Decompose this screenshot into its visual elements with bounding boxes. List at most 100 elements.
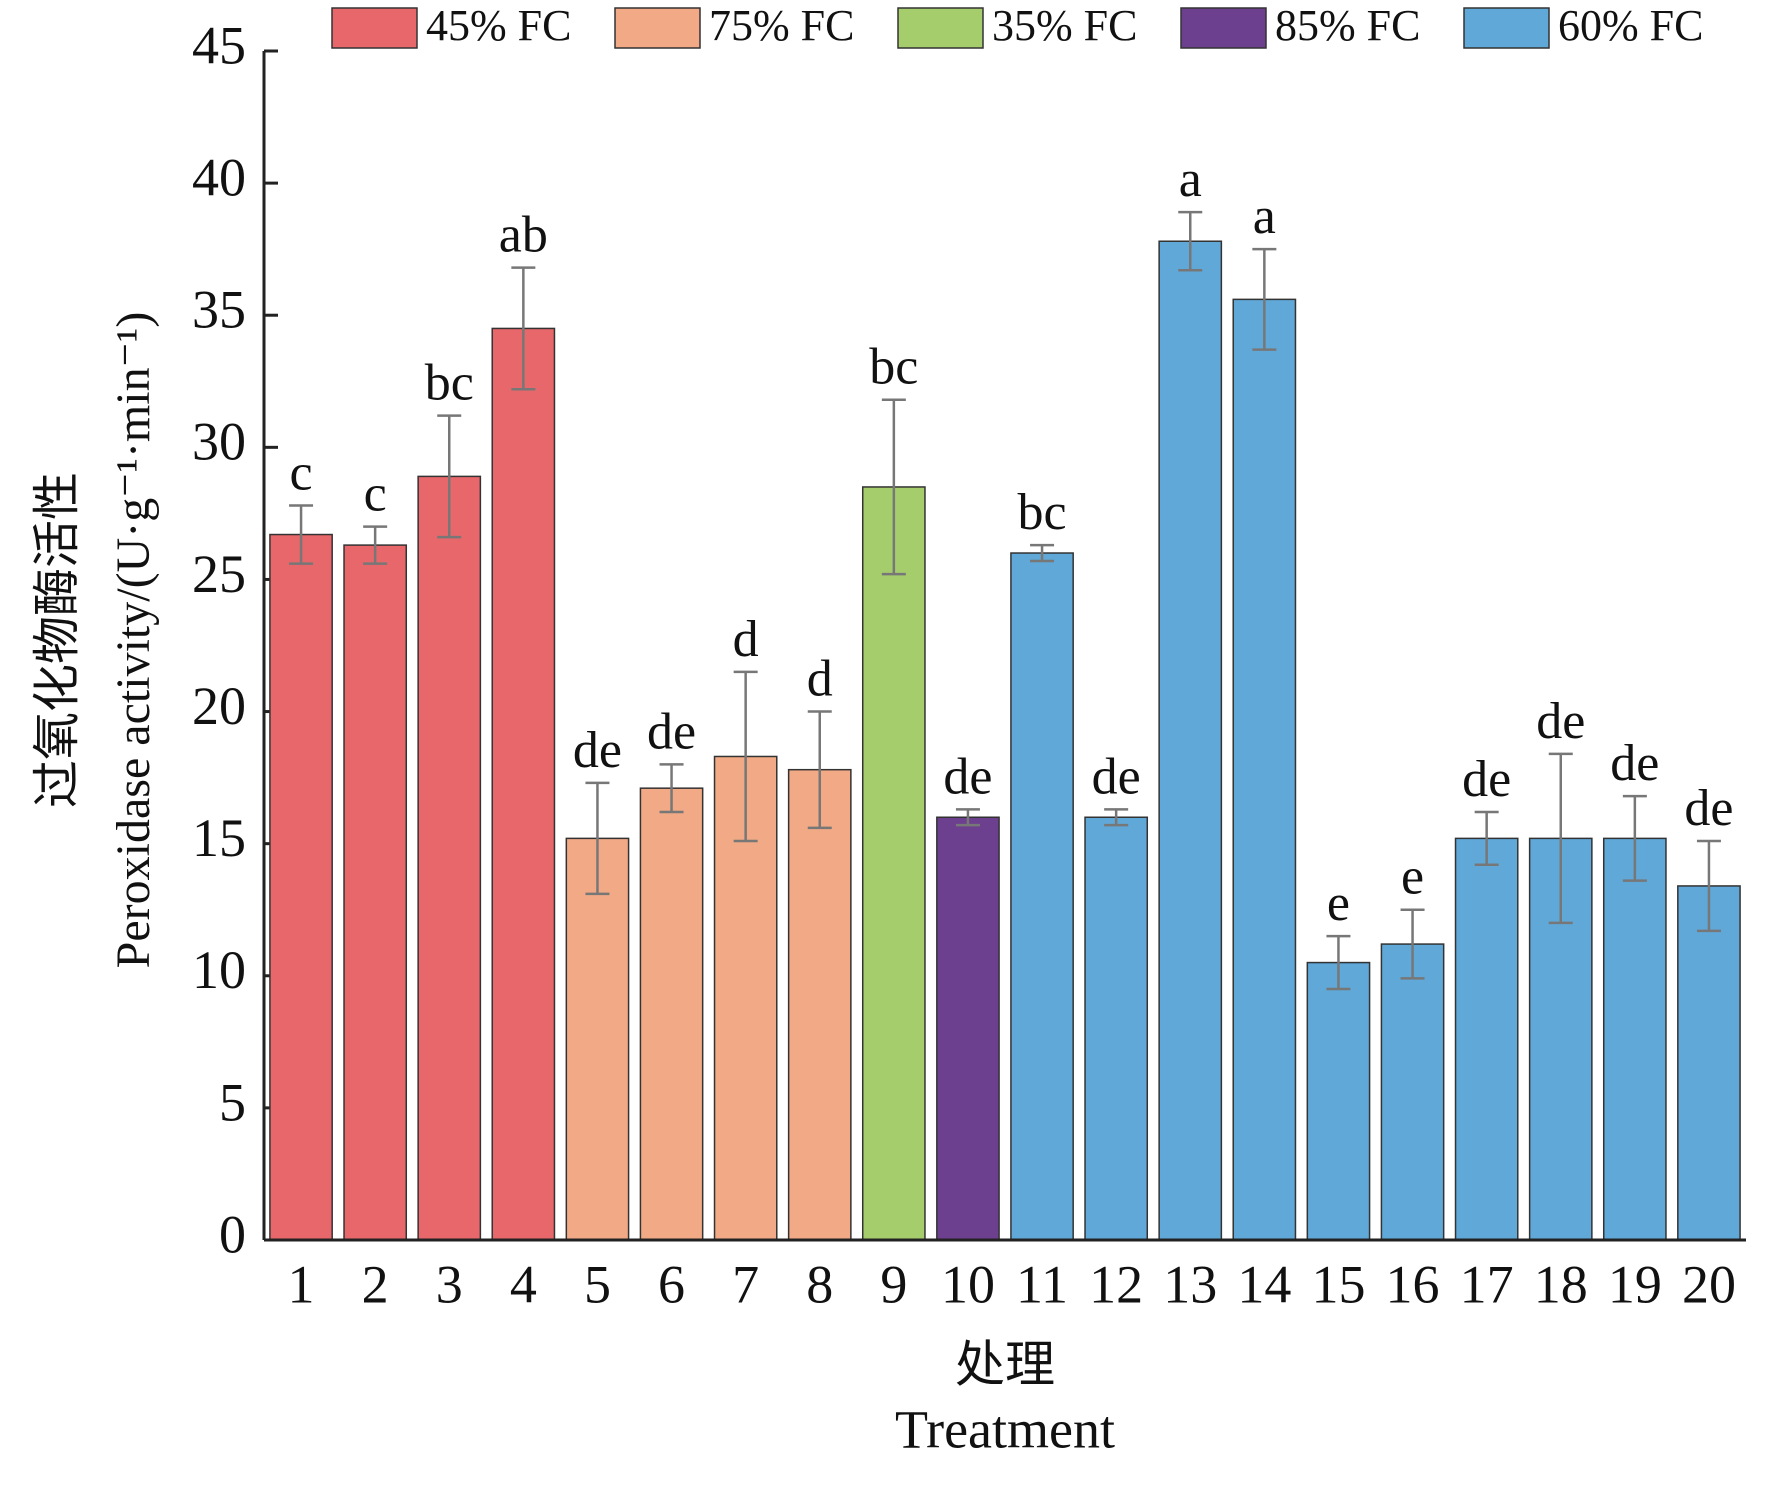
significance-label: e: [1401, 849, 1424, 906]
y-tick-label: 35: [192, 280, 246, 340]
bar: [639, 787, 704, 1241]
x-tick-label: 19: [1608, 1254, 1662, 1314]
legend-label: 35% FC: [992, 1, 1137, 50]
error-bar: [1252, 247, 1277, 351]
bar: [1084, 816, 1149, 1241]
x-tick-label: 14: [1237, 1254, 1291, 1314]
bar: [417, 475, 482, 1241]
x-axis-label-cn: 处理: [955, 1336, 1055, 1392]
bar: [861, 486, 926, 1241]
significance-label: de: [573, 722, 622, 779]
legend-swatch: [614, 7, 701, 49]
bar: [343, 544, 408, 1241]
y-tick-label: 40: [192, 148, 246, 208]
x-tick-label: 13: [1163, 1254, 1217, 1314]
significance-label: bc: [1018, 484, 1067, 541]
legend-swatch: [1463, 7, 1550, 49]
x-tick-label: 15: [1311, 1254, 1365, 1314]
significance-label: bc: [869, 339, 918, 396]
significance-label: de: [1684, 780, 1733, 837]
legend-label: 85% FC: [1275, 1, 1420, 50]
x-tick-label: 17: [1460, 1254, 1514, 1314]
error-bar: [1326, 934, 1351, 991]
significance-label: de: [647, 703, 696, 760]
significance-label: a: [1253, 188, 1276, 245]
x-tick-label: 11: [1016, 1254, 1068, 1314]
legend-label: 45% FC: [426, 1, 571, 50]
significance-label: c: [364, 466, 387, 523]
error-bar: [1178, 210, 1203, 272]
y-tick-label: 20: [192, 676, 246, 736]
error-bar: [289, 504, 314, 565]
bar: [269, 533, 333, 1241]
x-tick-label: 10: [941, 1254, 995, 1314]
significance-label: d: [733, 611, 759, 668]
error-bar: [437, 414, 462, 539]
x-tick-label: 8: [806, 1254, 833, 1314]
error-bar: [807, 710, 832, 830]
significance-label: e: [1327, 875, 1350, 932]
x-tick-label: 16: [1386, 1254, 1440, 1314]
bar: [565, 837, 630, 1241]
y-axis-label: Peroxidase activity/(U·g⁻¹·min⁻¹): [107, 312, 160, 969]
bar: [1454, 837, 1519, 1241]
x-tick-label: 4: [510, 1254, 537, 1314]
bar: [1602, 837, 1667, 1241]
y-tick-label: 0: [219, 1204, 246, 1264]
bar: [1306, 961, 1371, 1241]
x-tick-label: 18: [1534, 1254, 1588, 1314]
bar: [1677, 885, 1741, 1241]
x-tick-label: 6: [658, 1254, 685, 1314]
x-tick-label: 2: [362, 1254, 389, 1314]
x-tick-label: 1: [288, 1254, 315, 1314]
error-bar: [1622, 794, 1647, 882]
significance-label: bc: [425, 355, 474, 412]
error-bar: [585, 781, 610, 896]
error-bar: [1548, 752, 1573, 925]
error-bar: [363, 525, 388, 565]
error-bar: [1696, 839, 1721, 933]
y-tick-label: 25: [192, 544, 246, 604]
y-axis-label-cn: 过氧化物酶活性: [31, 472, 84, 808]
significance-label: c: [290, 444, 313, 501]
significance-label: de: [1610, 735, 1659, 792]
error-bar: [659, 763, 684, 814]
error-bar: [1474, 810, 1499, 867]
y-tick-label: 15: [192, 808, 246, 868]
y-tick-label: 5: [219, 1072, 246, 1132]
x-tick-label: 20: [1682, 1254, 1736, 1314]
x-tick-label: 9: [880, 1254, 907, 1314]
y-tick-label: 45: [192, 15, 246, 75]
bar: [936, 816, 1000, 1241]
significance-label: ab: [499, 207, 548, 264]
significance-label: a: [1179, 151, 1202, 208]
y-tick-label: 10: [192, 940, 246, 1000]
legend-swatch: [897, 7, 984, 49]
bar: [1380, 943, 1445, 1241]
error-bar: [1104, 808, 1129, 827]
bar: [1158, 240, 1223, 1241]
x-tick-label: 5: [584, 1254, 611, 1314]
significance-label: de: [1536, 693, 1585, 750]
error-bar: [1400, 908, 1425, 980]
x-tick-label: 3: [436, 1254, 463, 1314]
bar: [491, 327, 556, 1241]
error-bar: [881, 398, 906, 576]
error-bar: [955, 808, 980, 827]
x-axis-label: Treatment: [895, 1399, 1115, 1459]
x-tick-label: 12: [1089, 1254, 1143, 1314]
error-bar: [511, 266, 536, 391]
legend-swatch: [1180, 7, 1267, 49]
significance-label: de: [1462, 751, 1511, 808]
legend-label: 60% FC: [1558, 1, 1703, 50]
bar: [1232, 298, 1297, 1241]
legend-swatch: [331, 7, 418, 49]
bar: [1010, 552, 1074, 1241]
error-bar: [1030, 543, 1055, 563]
legend-label: 75% FC: [709, 1, 854, 50]
significance-label: de: [943, 748, 992, 805]
bar: [787, 768, 852, 1241]
y-tick-label: 30: [192, 412, 246, 472]
